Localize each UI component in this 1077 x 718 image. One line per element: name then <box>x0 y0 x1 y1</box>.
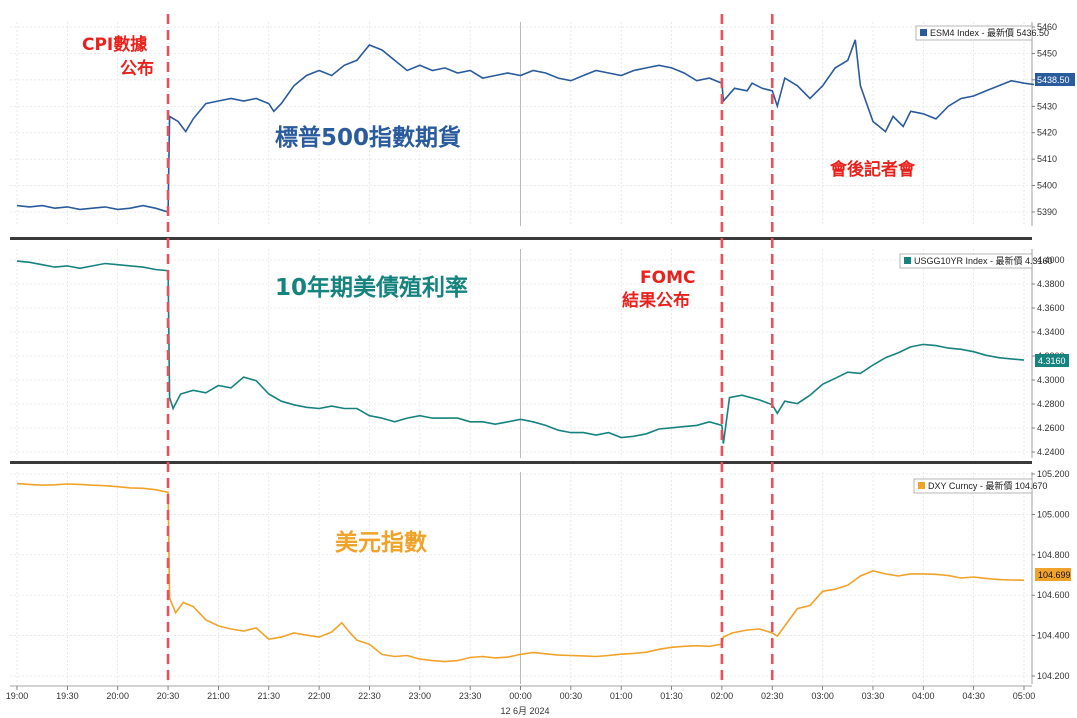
grid-sp500 <box>10 22 1032 226</box>
y-tick-label-dxy-104-200: 104.200 <box>1037 671 1070 681</box>
x-tick-label-04-30: 04:30 <box>962 691 985 701</box>
y-tick-label-ust10y-4-4000: 4.4000 <box>1037 255 1065 265</box>
panel-sp500: 54605450544054305420541054005390 ESM4 In… <box>10 22 1075 226</box>
series-line-ust10y <box>16 260 1025 444</box>
x-tick-label-19-30: 19:30 <box>56 691 79 701</box>
annotation-fomc-line2: 結果公布 <box>622 290 690 311</box>
panel-title-dxy: 美元指數 <box>335 529 427 556</box>
y-tick-label-ust10y-4-3800: 4.3800 <box>1037 279 1065 289</box>
panel-divider-2 <box>10 461 1032 464</box>
series-line-sp500 <box>16 39 1035 214</box>
last-value-ust10y: 4.3160 <box>1038 356 1066 366</box>
x-tick-label-01-00: 01:00 <box>610 691 633 701</box>
y-tick-label-ust10y-4-2800: 4.2800 <box>1037 399 1065 409</box>
annotation-cpi-line2: 公布 <box>120 58 154 79</box>
y-tick-label-ust10y-4-2400: 4.2400 <box>1037 447 1065 457</box>
x-tick-label-20-30: 20:30 <box>157 691 180 701</box>
panel-dxy: 105.200 105.000 104.800 104.600 104.400 104.2… <box>10 469 1071 684</box>
y-tick-label-dxy-105-200: 105.200 <box>1037 469 1070 479</box>
annotation-cpi-line1: CPI數據 <box>82 34 148 55</box>
legend-swatch-ust10y <box>904 257 911 264</box>
legend-label-sp500: ESM4 Index - 最新價 5436.50 <box>930 27 1049 38</box>
y-tick-label-dxy-104-600: 104.600 <box>1037 590 1070 600</box>
x-tick-label-00-00: 00:00 <box>509 691 532 701</box>
last-value-badge-ust10y: 4.3160 <box>1035 354 1069 367</box>
x-tick-label-05-00: 05:00 <box>1013 691 1036 701</box>
last-value-dxy: 104.699 <box>1038 570 1071 580</box>
event-lines <box>166 14 774 686</box>
last-value-badge-sp500: 5438.50 <box>1035 73 1075 86</box>
y-axis-ust10y: 4.40004.38004.36004.34004.32004.30004.28… <box>1031 249 1065 458</box>
y-tick-label-ust10y-4-3400: 4.3400 <box>1037 327 1065 337</box>
last-value-sp500: 5438.50 <box>1037 75 1070 85</box>
y-tick-label-sp500-5390: 5390 <box>1037 207 1057 217</box>
y-tick-label-sp500-5430: 5430 <box>1037 101 1057 111</box>
y-tick-label-ust10y-4-2600: 4.2600 <box>1037 423 1065 433</box>
x-axis: 19:00 19:30 20:00 20:30 21:00 21:30 22:00 22:30… <box>6 685 1036 701</box>
legend-swatch-sp500 <box>920 29 927 36</box>
x-tick-label-20-00: 20:00 <box>106 691 129 701</box>
y-tick-label-dxy-104-800: 104.800 <box>1037 550 1070 560</box>
panel-title-ust10y: 10年期美債殖利率 <box>275 274 468 301</box>
x-axis-date-label: 12 6月 2024 <box>500 706 549 716</box>
x-tick-label-01-30: 01:30 <box>660 691 683 701</box>
y-tick-label-dxy-104-400: 104.400 <box>1037 631 1070 641</box>
y-axis-sp500: 54605450544054305420541054005390 <box>1031 22 1057 226</box>
x-tick-label-21-30: 21:30 <box>257 691 280 701</box>
x-tick-label-23-30: 23:30 <box>459 691 482 701</box>
legend-swatch-dxy <box>918 482 925 489</box>
legend-label-ust10y: USGG10YR Index - 最新價 4.3160 <box>914 255 1053 266</box>
panel-divider-1 <box>10 237 1032 240</box>
annotation-press-conference: 會後記者會 <box>829 159 916 180</box>
y-tick-label-sp500-5410: 5410 <box>1037 154 1057 164</box>
x-tick-label-03-00: 03:00 <box>811 691 834 701</box>
y-tick-label-dxy-105-000: 105.000 <box>1037 509 1070 519</box>
panel-title-sp500: 標普500指數期貨 <box>275 124 461 151</box>
x-tick-label-03-30: 03:30 <box>862 691 885 701</box>
x-tick-label-22-30: 22:30 <box>358 691 381 701</box>
x-tick-label-19-00: 19:00 <box>6 691 29 701</box>
x-tick-label-21-00: 21:00 <box>207 691 230 701</box>
series-line-dxy <box>16 482 1025 663</box>
y-tick-label-ust10y-4-3000: 4.3000 <box>1037 375 1065 385</box>
x-tick-label-00-30: 00:30 <box>560 691 583 701</box>
x-tick-label-02-00: 02:00 <box>711 691 734 701</box>
y-axis-dxy: 105.200 105.000 104.800 104.600 104.400 104.2… <box>1031 469 1070 684</box>
y-tick-label-sp500-5400: 5400 <box>1037 181 1057 191</box>
legend-dxy: DXY Curncy - 最新價 104.670 <box>913 478 1047 494</box>
y-tick-label-sp500-5420: 5420 <box>1037 128 1057 138</box>
last-value-badge-dxy: 104.699 <box>1035 568 1071 581</box>
y-tick-label-sp500-5460: 5460 <box>1037 22 1057 32</box>
y-tick-label-ust10y-4-3600: 4.3600 <box>1037 303 1065 313</box>
y-tick-label-sp500-5450: 5450 <box>1037 48 1057 58</box>
legend-sp500: ESM4 Index - 最新價 5436.50 <box>915 25 1049 41</box>
x-tick-label-22-00: 22:00 <box>308 691 331 701</box>
annotation-fomc-line1: FOMC <box>640 268 695 288</box>
panel-ust10y: 4.40004.38004.36004.34004.32004.30004.28… <box>10 249 1069 458</box>
x-tick-label-23-00: 23:00 <box>409 691 432 701</box>
x-tick-label-02-30: 02:30 <box>761 691 784 701</box>
x-tick-label-04-00: 04:00 <box>912 691 935 701</box>
legend-label-dxy: DXY Curncy - 最新價 104.670 <box>928 480 1047 491</box>
legend-ust10y: USGG10YR Index - 最新價 4.3160 <box>899 253 1053 269</box>
